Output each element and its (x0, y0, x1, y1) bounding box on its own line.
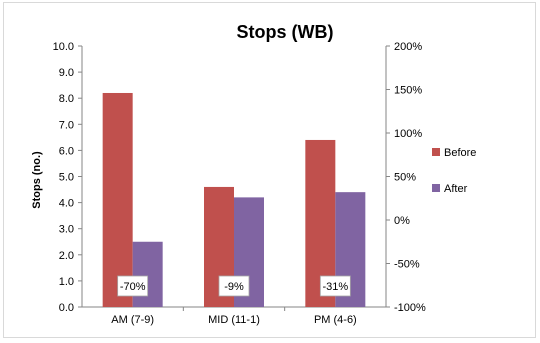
y-tick-label: 6.0 (59, 145, 74, 157)
y2-tick-label: 150% (394, 85, 422, 97)
legend-label: Before (444, 147, 476, 159)
y-tick-label: 5.0 (59, 172, 74, 184)
x-tick-label: PM (4-6) (314, 314, 357, 326)
y-tick-label: 4.0 (59, 198, 74, 210)
y-tick-label: 8.0 (59, 93, 74, 105)
y-tick-label: 2.0 (59, 250, 74, 262)
chart-frame (3, 2, 536, 338)
y-axis-label: Stops (no.) (31, 151, 43, 209)
y-tick-label: 9.0 (59, 67, 74, 79)
change-label: -31% (322, 281, 348, 293)
legend-swatch (432, 184, 440, 192)
y2-tick-label: 0% (394, 215, 410, 227)
bars (102, 92, 366, 307)
legend: Before After (432, 147, 476, 195)
x-tick-label: MID (11-1) (208, 314, 260, 326)
y2-tick-label: -50% (394, 259, 420, 271)
legend-label: After (444, 183, 468, 195)
bar-before (102, 92, 133, 307)
y-tick-label: 1.0 (59, 276, 74, 288)
y2-tick-label: -100% (394, 302, 426, 314)
change-label: -70% (120, 281, 146, 293)
change-label-box (117, 275, 149, 297)
bar-after (132, 241, 163, 307)
change-label: -9% (224, 281, 244, 293)
chart-title: Stops (WB) (237, 22, 334, 42)
change-label-box (319, 275, 351, 297)
axes: 0.0 1.0 2.0 3.0 4.0 5.0 6.0 7.0 8.0 9.0 10.0 -100% -… (53, 41, 426, 326)
x-tick-label: AM (7-9) (111, 314, 154, 326)
y-tick-label: 0.0 (59, 302, 74, 314)
y-tick-label: 3.0 (59, 224, 74, 236)
y-tick-label: 10.0 (53, 41, 74, 53)
y-tick-label: 7.0 (59, 119, 74, 131)
y2-tick-label: 100% (394, 128, 422, 140)
y2-tick-label: 200% (394, 41, 422, 53)
change-label-box (218, 275, 250, 297)
y2-tick-label: 50% (394, 172, 416, 184)
legend-swatch (432, 148, 440, 156)
change-labels: -70% -9% -31% (117, 275, 351, 297)
